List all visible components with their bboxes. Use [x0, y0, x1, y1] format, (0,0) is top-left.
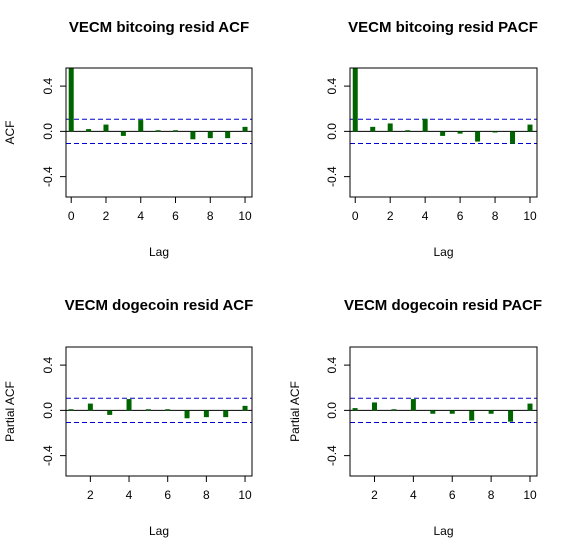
x-tick-label: 10 — [523, 488, 537, 502]
x-tick-label: 2 — [371, 488, 378, 502]
y-tick-label: 0.0 — [325, 123, 339, 140]
panel: VECM dogecoin resid ACF Lag Partial ACF 2 4 6… — [3, 297, 253, 538]
y-axis-label: Partial ACF — [288, 381, 302, 442]
y-tick-label: -0.4 — [325, 445, 339, 466]
x-tick-label: 6 — [172, 209, 179, 223]
panel: VECM bitcoing resid ACF Lag ACF 0 2 4 6 8 10 -0.4… — [3, 19, 253, 259]
y-tick-label: -0.4 — [325, 166, 339, 187]
plot-frame — [349, 346, 538, 477]
x-tick-label: 0 — [68, 209, 75, 223]
panel-title: VECM bitcoing resid PACF — [348, 19, 538, 36]
x-tick-label: 8 — [203, 488, 210, 502]
x-axis-label: Lag — [149, 524, 169, 538]
x-tick-label: 8 — [207, 209, 214, 223]
y-tick-label: 0.0 — [325, 402, 339, 419]
plot-area — [66, 397, 252, 423]
x-tick-label: 2 — [87, 488, 94, 502]
x-tick-label: 6 — [164, 488, 171, 502]
y-tick-label: 0.0 — [41, 402, 55, 419]
x-axis-label: Lag — [433, 245, 453, 259]
plot-area — [350, 68, 537, 144]
plot-area — [66, 68, 252, 144]
y-tick-label: 0.0 — [41, 123, 55, 140]
panel: VECM bitcoing resid PACF Lag 0 2 4 6 8 10 -0.4 0.… — [325, 19, 538, 259]
y-axis-label: Partial ACF — [3, 381, 17, 442]
y-tick-label: -0.4 — [41, 445, 55, 466]
plot-frame — [349, 67, 538, 198]
y-tick-label: 0.4 — [325, 77, 339, 94]
x-tick-label: 4 — [422, 209, 429, 223]
panel: VECM dogecoin resid PACF Lag Partial ACF 2 4… — [288, 297, 542, 538]
x-axis-label: Lag — [149, 245, 169, 259]
x-tick-label: 10 — [523, 209, 537, 223]
x-tick-label: 4 — [137, 209, 144, 223]
x-tick-label: 0 — [352, 209, 359, 223]
y-tick-label: -0.4 — [41, 166, 55, 187]
x-tick-label: 2 — [103, 209, 110, 223]
plot-frame — [65, 67, 253, 198]
panel-title: VECM bitcoing resid ACF — [69, 19, 249, 36]
plot-frame — [65, 346, 253, 477]
plot-area — [350, 397, 537, 423]
x-tick-label: 10 — [238, 209, 252, 223]
x-tick-label: 8 — [492, 209, 499, 223]
x-axis-label: Lag — [433, 524, 453, 538]
panel-title: VECM dogecoin resid PACF — [344, 297, 542, 314]
y-tick-label: 0.4 — [41, 356, 55, 373]
y-tick-label: 0.4 — [325, 356, 339, 373]
x-tick-label: 4 — [126, 488, 133, 502]
x-tick-label: 2 — [387, 209, 394, 223]
x-tick-label: 10 — [238, 488, 252, 502]
x-tick-label: 6 — [457, 209, 464, 223]
x-tick-label: 4 — [410, 488, 417, 502]
panel-title: VECM dogecoin resid ACF — [65, 297, 254, 314]
y-axis-label: ACF — [3, 121, 17, 145]
x-tick-label: 6 — [449, 488, 456, 502]
x-tick-label: 8 — [488, 488, 495, 502]
y-tick-label: 0.4 — [41, 77, 55, 94]
